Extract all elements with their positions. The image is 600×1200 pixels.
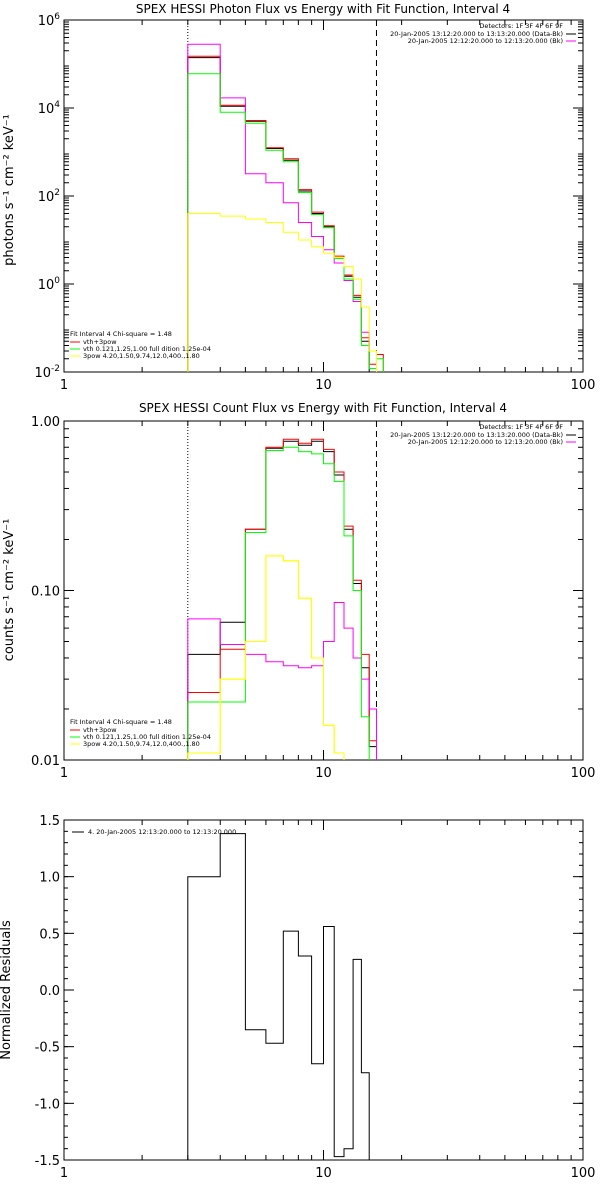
- photon-flux-series-4: [187, 213, 377, 372]
- photon-flux-y-tick-label: 104: [38, 100, 61, 117]
- residuals-legend-entry: 4. 20-Jan-2005 12:13:20.000 to 12:13:20.…: [88, 828, 236, 836]
- residuals-panel: Normalized Residuals 1 10 100 -1.5 -1.0 -0.5 0…: [0, 814, 595, 1181]
- count-flux-fit-legend-entry: vth+3pow: [83, 726, 117, 734]
- residuals-y-tick-label: -1.0: [35, 1097, 60, 1112]
- photon-flux-y-tick-label: 100: [38, 276, 61, 293]
- residuals-y-tick-label: 1.0: [39, 871, 60, 886]
- count-flux-fit-legend-entry: 3pow 4.20,1.50,9.74,12.0,400.,1.80: [83, 740, 200, 748]
- photon-flux-series-1: [187, 55, 384, 372]
- count-flux-series-5: [187, 555, 345, 760]
- count-flux-series-0: [187, 440, 377, 760]
- count-flux-x-tick-label: 100: [571, 766, 596, 781]
- photon-flux-y-tick-label: 106: [38, 12, 61, 29]
- photon-flux-x-tick-label: 10: [315, 378, 332, 393]
- residuals-y-axis-label: Normalized Residuals: [0, 920, 14, 1060]
- count-flux-detectors-legend-header: Detectors: 1F 3F 4F 6F 9F: [479, 423, 563, 431]
- photon-flux-fit-legend-entry: 3pow 4.20,1.50,9.74,12.0,400.,1.80: [83, 352, 200, 360]
- photon-flux-y-tick-label: 102: [38, 188, 60, 205]
- count-flux-series-1: [187, 438, 377, 760]
- count-flux-panel: SPEX HESSI Count Flux vs Energy with Fit…: [2, 401, 595, 781]
- residuals-series-0: [187, 833, 370, 1160]
- residuals-x-tick-label: 100: [571, 1166, 596, 1181]
- count-flux-legend-entry: 20-Jan-2005 12:12:20.000 to 12:13:20.000…: [408, 438, 563, 446]
- residuals-x-tick-label: 1: [60, 1166, 68, 1181]
- photon-flux-y-axis-label: photons s⁻¹ cm⁻² keV⁻¹: [2, 114, 17, 266]
- photon-flux-plot-frame: [63, 19, 584, 373]
- count-flux-y-axis-label: counts s⁻¹ cm⁻² keV⁻¹: [2, 519, 17, 662]
- residuals-y-tick-label: -1.5: [35, 1154, 60, 1169]
- photon-flux-panel: SPEX HESSI Photon Flux vs Energy with Fi…: [2, 2, 595, 393]
- photon-flux-legend-entry: 20-Jan-2005 13:12:20.000 to 13:13:20.000…: [390, 30, 563, 38]
- photon-flux-detectors-legend-header: Detectors: 1F 3F 4F 6F 9F: [479, 22, 563, 30]
- count-flux-series-2: [187, 602, 377, 760]
- photon-flux-series-0: [187, 57, 370, 372]
- count-flux-y-tick-label: 0.10: [31, 585, 60, 600]
- count-flux-fit-legend-entry: vth 0.121,1.25,1.00 full dition 1.25e-04: [83, 733, 211, 741]
- count-flux-y-tick-label: 1.00: [31, 415, 60, 430]
- photon-flux-fit-legend-entry: vth 0.121,1.25,1.00 full dition 1.25e-04: [83, 345, 211, 353]
- photon-flux-fit-legend-entry: vth+3pow: [83, 338, 117, 346]
- count-flux-x-tick-label: 10: [315, 766, 332, 781]
- photon-flux-x-tick-label: 1: [60, 378, 68, 393]
- residuals-x-tick-label: 10: [315, 1166, 332, 1181]
- count-flux-x-tick-label: 1: [60, 766, 68, 781]
- photon-flux-x-tick-label: 100: [571, 378, 596, 393]
- photon-flux-y-tick-label: 10-2: [34, 364, 60, 381]
- photon-flux-fit-legend-header: Fit Interval 4 Chi-square = 1.48: [70, 330, 172, 338]
- count-flux-series-3: [187, 446, 370, 760]
- residuals-y-tick-label: 1.5: [39, 814, 60, 829]
- residuals-y-tick-label: -0.5: [35, 1041, 60, 1056]
- count-flux-y-tick-label: 0.01: [31, 754, 60, 769]
- photon-flux-legend-entry: 20-Jan-2005 12:12:20.000 to 12:13:20.000…: [408, 37, 563, 45]
- photon-flux-series-2: [187, 43, 377, 372]
- count-flux-legend-entry: 20-Jan-2005 13:12:20.000 to 13:13:20.000…: [390, 431, 563, 439]
- count-flux-fit-legend-header: Fit Interval 4 Chi-square = 1.48: [70, 718, 172, 726]
- residuals-y-tick-label: 0.5: [39, 927, 60, 942]
- residuals-y-tick-label: 0.0: [39, 984, 60, 999]
- photon-flux-chart-title: SPEX HESSI Photon Flux vs Energy with Fi…: [136, 2, 510, 16]
- count-flux-chart-title: SPEX HESSI Count Flux vs Energy with Fit…: [139, 401, 507, 415]
- photon-flux-series-3: [187, 73, 384, 372]
